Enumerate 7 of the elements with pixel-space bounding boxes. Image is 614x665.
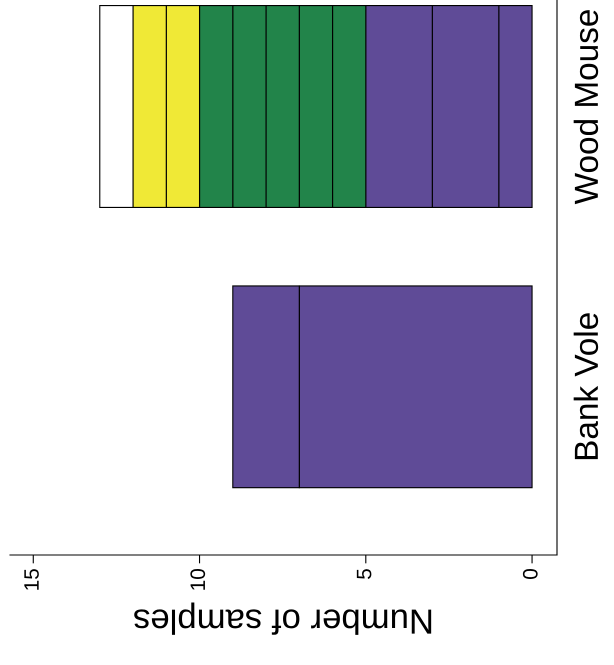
x-tick-label: 0 [522, 569, 538, 579]
x-tick-label: 5 [356, 569, 372, 579]
y-tick-label: Bank Vole [574, 313, 598, 460]
x-tick-label: 15 [24, 569, 39, 590]
y-tick-label: Wood Mouse [574, 10, 598, 204]
x-tick-label: 10 [190, 569, 206, 590]
x-axis-title: Number of samples [134, 602, 432, 635]
